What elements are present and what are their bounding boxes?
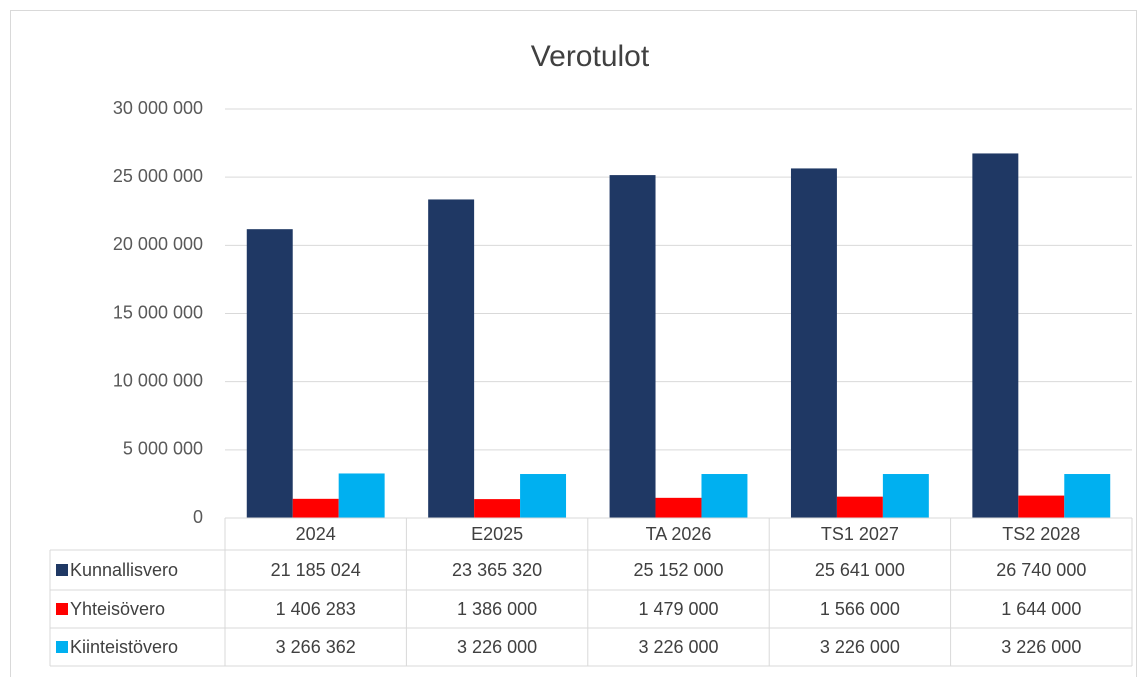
table-value: 3 226 000 xyxy=(638,637,718,657)
legend-label: Kiinteistövero xyxy=(70,637,178,657)
x-tick-label: TS1 2027 xyxy=(821,524,899,544)
y-tick-label: 20 000 000 xyxy=(113,234,203,254)
bar xyxy=(1064,474,1111,518)
x-tick-label: 2024 xyxy=(296,524,336,544)
table-value: 3 226 000 xyxy=(457,637,537,657)
bar xyxy=(836,496,883,518)
bar xyxy=(474,499,521,518)
bar xyxy=(246,229,293,519)
y-tick-label: 15 000 000 xyxy=(113,302,203,322)
table-value: 1 644 000 xyxy=(1001,599,1081,619)
bar xyxy=(1018,495,1065,518)
y-tick-label: 25 000 000 xyxy=(113,166,203,186)
bar xyxy=(609,175,656,518)
legend-key xyxy=(56,564,68,576)
legend-label: Kunnallisvero xyxy=(70,560,178,580)
table-value: 1 406 283 xyxy=(276,599,356,619)
table-value: 3 266 362 xyxy=(276,637,356,657)
bar xyxy=(428,199,475,518)
table-value: 1 479 000 xyxy=(638,599,718,619)
table-value: 26 740 000 xyxy=(996,560,1086,580)
table-value: 1 566 000 xyxy=(820,599,900,619)
table-value: 25 641 000 xyxy=(815,560,905,580)
chart-title: Verotulot xyxy=(531,40,650,73)
legend-key xyxy=(56,603,68,615)
bar xyxy=(882,474,929,518)
y-tick-label: 30 000 000 xyxy=(113,98,203,118)
table-value: 3 226 000 xyxy=(1001,637,1081,657)
table-value: 21 185 024 xyxy=(271,560,361,580)
x-tick-label: E2025 xyxy=(471,524,523,544)
bar xyxy=(338,473,385,518)
bar xyxy=(701,474,748,518)
table-value: 25 152 000 xyxy=(633,560,723,580)
chart-border xyxy=(10,10,1137,677)
bar xyxy=(520,474,567,518)
x-tick-label: TA 2026 xyxy=(646,524,712,544)
table-value: 3 226 000 xyxy=(820,637,900,657)
y-tick-label: 10 000 000 xyxy=(113,370,203,390)
y-tick-label: 5 000 000 xyxy=(123,439,203,459)
y-tick-label: 0 xyxy=(193,507,203,527)
legend-key xyxy=(56,641,68,653)
table-value: 1 386 000 xyxy=(457,599,537,619)
bar xyxy=(292,498,339,518)
bar xyxy=(655,497,702,518)
legend-label: Yhteisövero xyxy=(70,599,165,619)
bar xyxy=(972,153,1019,518)
bar xyxy=(790,168,837,518)
x-tick-label: TS2 2028 xyxy=(1002,524,1080,544)
table-value: 23 365 320 xyxy=(452,560,542,580)
